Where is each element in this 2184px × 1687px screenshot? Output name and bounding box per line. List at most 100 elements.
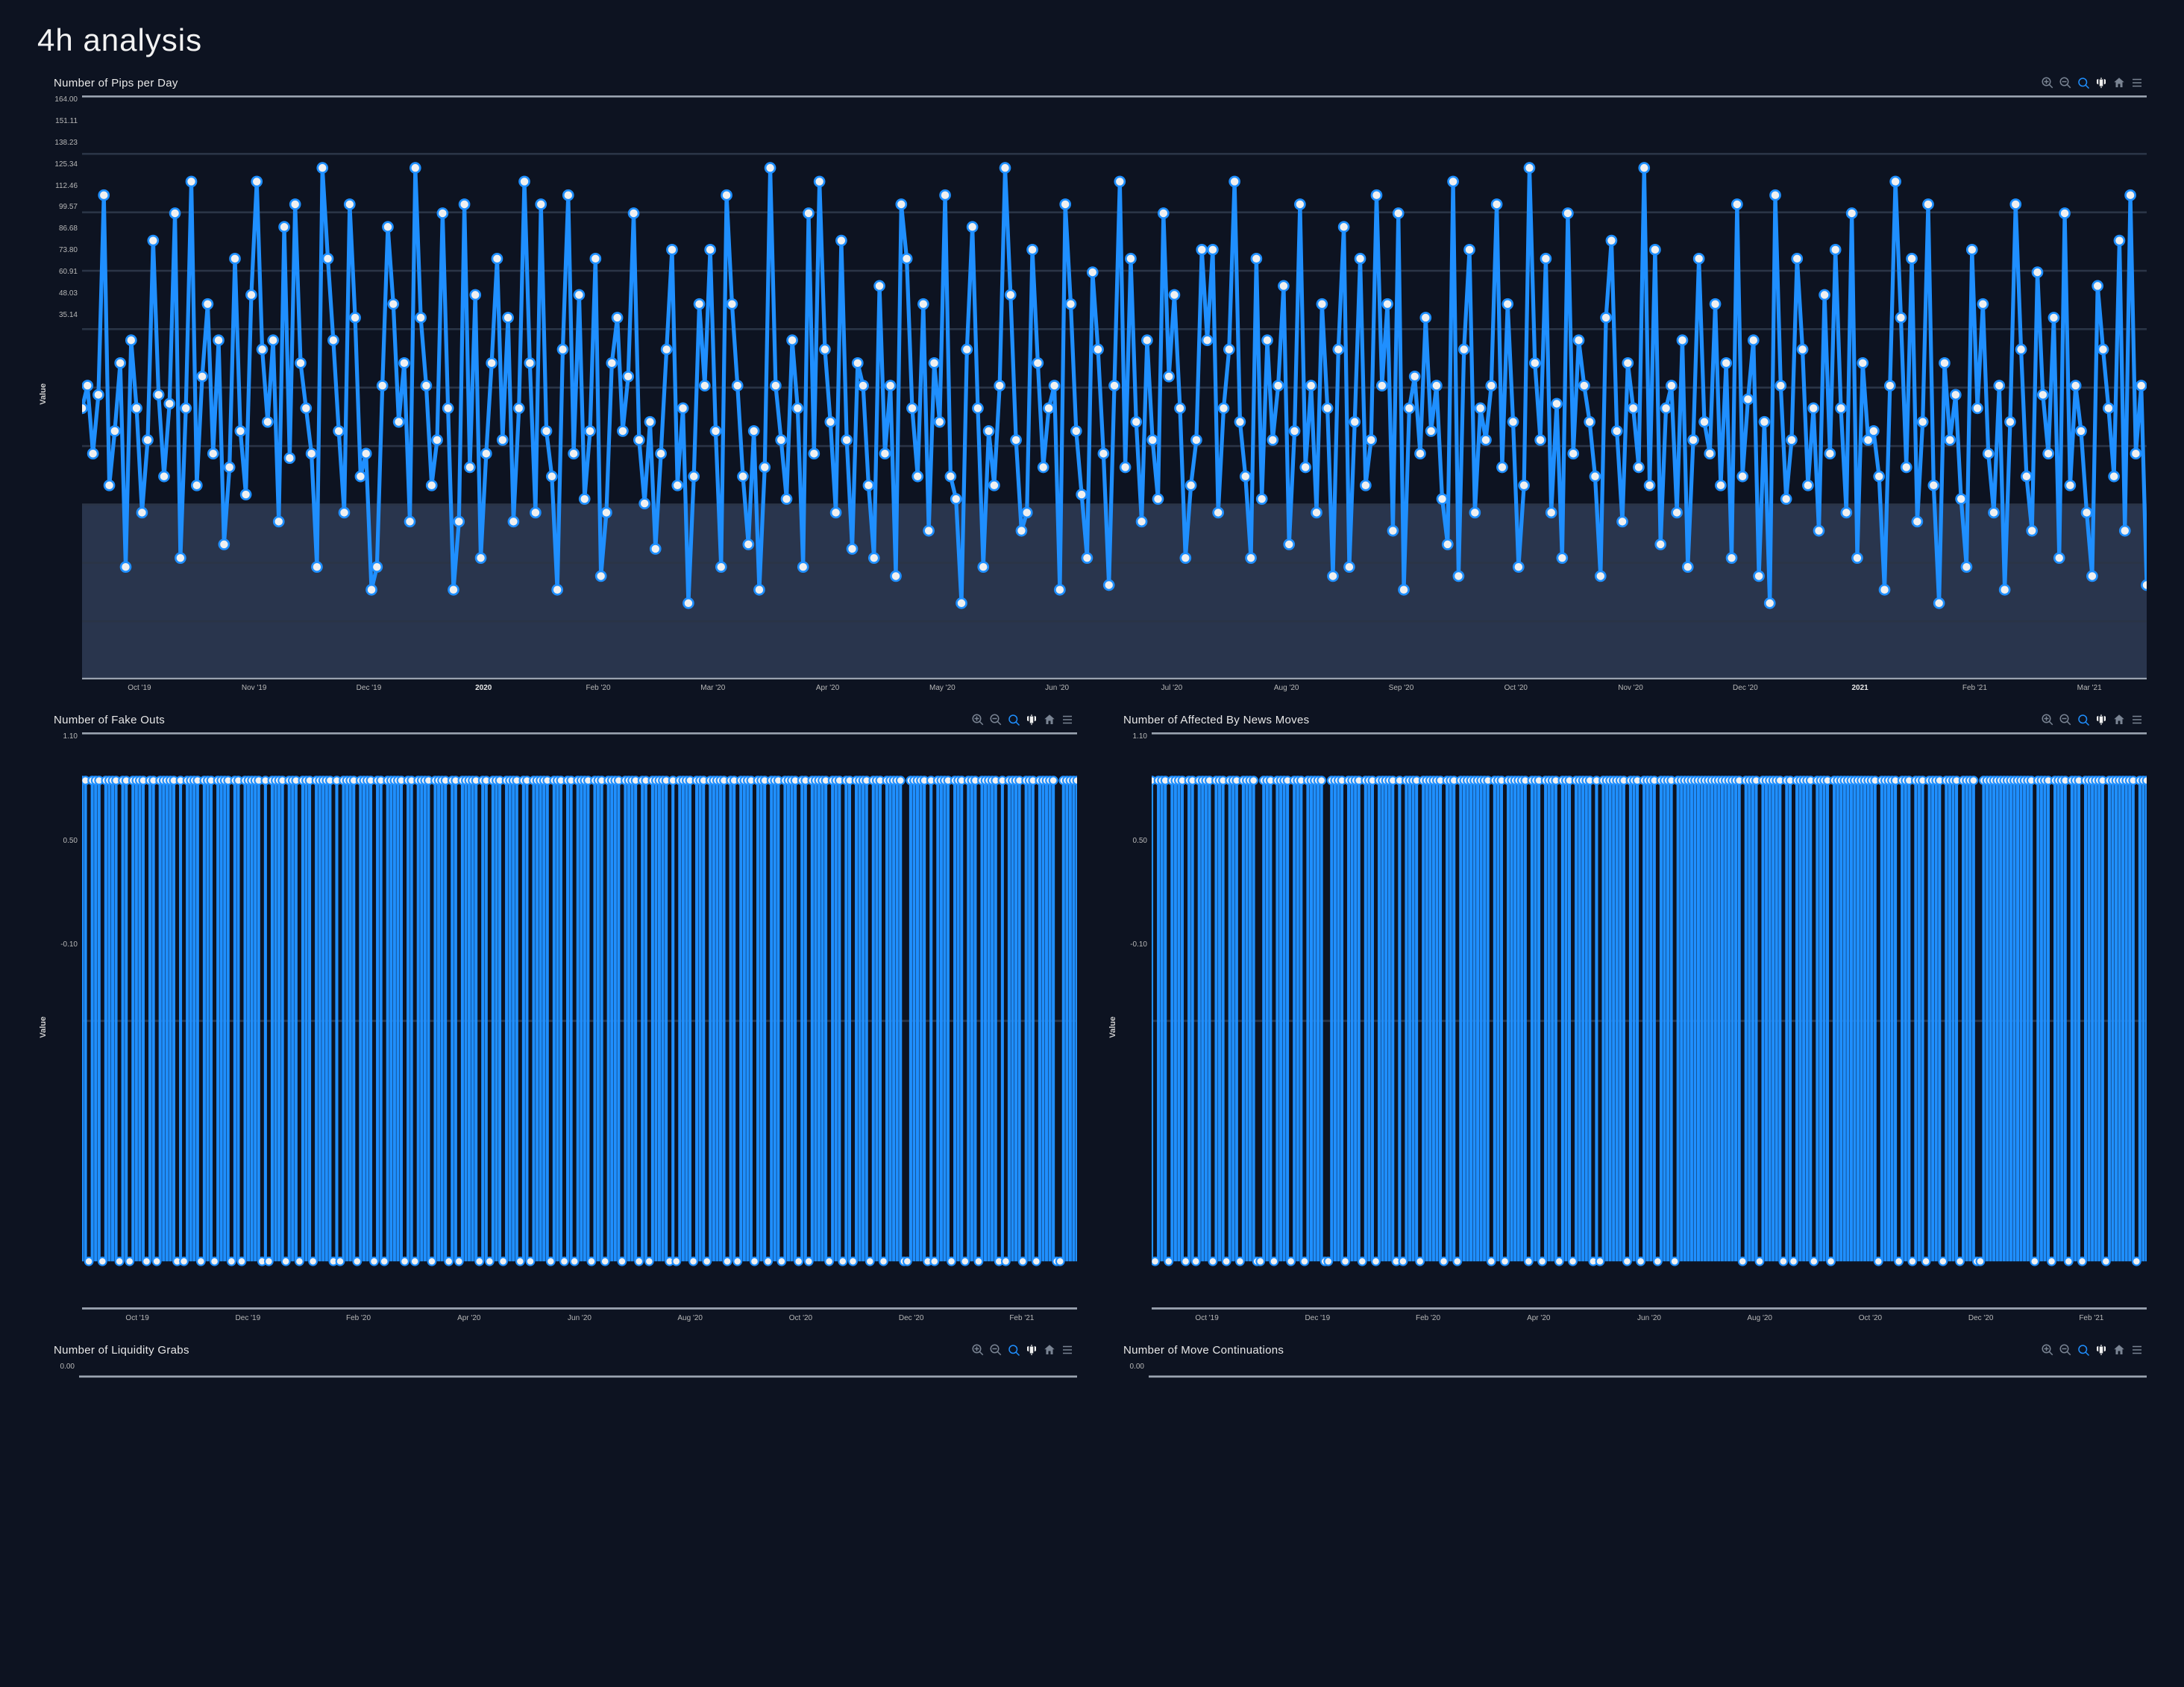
pan-icon[interactable] — [1025, 1343, 1038, 1357]
y-tick: 151.11 — [49, 117, 78, 125]
home-icon[interactable] — [2112, 713, 2126, 726]
plot-area[interactable] — [82, 732, 1077, 1310]
x-tick: Oct '19 — [82, 1314, 192, 1322]
menu-icon[interactable] — [1061, 1343, 1074, 1357]
zoom-out-icon[interactable] — [2059, 1343, 2072, 1357]
zoom-in-icon[interactable] — [2041, 1343, 2054, 1357]
menu-icon[interactable] — [2130, 1343, 2144, 1357]
pan-icon[interactable] — [2094, 76, 2108, 89]
chart-title: Number of Affected By News Moves — [1123, 714, 1309, 726]
y-tick: 0.50 — [1119, 837, 1147, 845]
plot-area[interactable] — [1149, 1363, 2147, 1390]
y-tick: -0.10 — [49, 940, 78, 949]
x-tick: Aug '20 — [635, 1314, 745, 1322]
x-tick: Apr '20 — [414, 1314, 524, 1322]
menu-icon[interactable] — [2130, 713, 2144, 726]
y-tick: -0.10 — [1119, 940, 1147, 949]
x-tick: 2020 — [426, 684, 541, 692]
chart-news-moves: Number of Affected By News Moves Value 1… — [1107, 713, 2147, 1322]
x-tick: Oct '20 — [1458, 684, 1573, 692]
home-icon[interactable] — [2112, 76, 2126, 89]
menu-icon[interactable] — [1061, 713, 1074, 726]
x-tick: Dec '19 — [1262, 1314, 1372, 1322]
y-tick: 1.10 — [49, 732, 78, 741]
chart-fake-outs: Number of Fake Outs Value 1.100.50-0.10 … — [37, 713, 1077, 1322]
y-tick: 1.10 — [1119, 732, 1147, 741]
y-ticks: 0.00 — [46, 1363, 79, 1373]
y-tick: 60.91 — [49, 268, 78, 276]
y-tick: 138.23 — [49, 139, 78, 147]
x-tick: Aug '20 — [1704, 1314, 1815, 1322]
x-tick: Aug '20 — [1229, 684, 1344, 692]
chart-toolbar — [2041, 1343, 2144, 1357]
x-tick: Feb '21 — [2036, 1314, 2147, 1322]
zoom-area-icon[interactable] — [1007, 713, 1020, 726]
x-ticks: Oct '19Dec '19Feb '20Apr '20Jun '20Aug '… — [82, 1314, 1077, 1322]
chart-pips-per-day: Number of Pips per Day Value 164.00151.1… — [37, 76, 2147, 692]
x-tick: Oct '20 — [745, 1314, 856, 1322]
x-tick: Apr '20 — [771, 684, 885, 692]
x-tick: Dec '20 — [1688, 684, 1803, 692]
pan-icon[interactable] — [2094, 1343, 2108, 1357]
x-tick: Apr '20 — [1484, 1314, 1594, 1322]
x-tick: Mar '21 — [2032, 684, 2147, 692]
y-axis-label: Value — [37, 383, 49, 405]
chart-toolbar — [2041, 76, 2144, 89]
y-tick: 73.80 — [49, 246, 78, 254]
chart-title: Number of Liquidity Grabs — [54, 1344, 189, 1357]
y-tick: 0.00 — [46, 1363, 75, 1371]
zoom-out-icon[interactable] — [989, 1343, 1002, 1357]
home-icon[interactable] — [1043, 713, 1056, 726]
x-tick: Feb '21 — [1918, 684, 2033, 692]
x-tick: 2021 — [1803, 684, 1918, 692]
chart-toolbar — [971, 1343, 1074, 1357]
plot-area[interactable] — [82, 95, 2147, 679]
home-icon[interactable] — [1043, 1343, 1056, 1357]
zoom-area-icon[interactable] — [2077, 713, 2090, 726]
zoom-in-icon[interactable] — [2041, 713, 2054, 726]
x-tick: Mar '20 — [656, 684, 771, 692]
x-tick: Jun '20 — [524, 1314, 635, 1322]
x-tick: Dec '20 — [1926, 1314, 2036, 1322]
y-tick: 0.50 — [49, 837, 78, 845]
x-tick: Feb '20 — [1372, 1314, 1483, 1322]
zoom-area-icon[interactable] — [1007, 1343, 1020, 1357]
x-tick: Feb '21 — [967, 1314, 1077, 1322]
y-tick: 125.34 — [49, 160, 78, 169]
zoom-area-icon[interactable] — [2077, 76, 2090, 89]
pan-icon[interactable] — [2094, 713, 2108, 726]
x-tick: Jun '20 — [1594, 1314, 1704, 1322]
zoom-out-icon[interactable] — [989, 713, 1002, 726]
chart-move-continuations: Number of Move Continuations 0.00 — [1107, 1343, 2147, 1390]
chart-title: Number of Fake Outs — [54, 714, 165, 726]
chart-toolbar — [971, 713, 1074, 726]
zoom-in-icon[interactable] — [971, 713, 985, 726]
x-tick: Sep '20 — [1344, 684, 1459, 692]
x-tick: Jun '20 — [1000, 684, 1114, 692]
x-tick: Feb '20 — [303, 1314, 413, 1322]
y-axis-label: Value — [1107, 1017, 1119, 1038]
x-tick: Oct '20 — [1815, 1314, 1925, 1322]
x-tick: Dec '19 — [192, 1314, 303, 1322]
plot-area[interactable] — [1152, 732, 2147, 1310]
y-ticks: 1.10 0.50 -0.10 — [49, 732, 82, 949]
y-tick: 86.68 — [49, 224, 78, 233]
x-tick: Nov '19 — [197, 684, 312, 692]
plot-area[interactable] — [79, 1363, 1077, 1390]
menu-icon[interactable] — [2130, 76, 2144, 89]
pan-icon[interactable] — [1025, 713, 1038, 726]
zoom-out-icon[interactable] — [2059, 713, 2072, 726]
chart-toolbar — [2041, 713, 2144, 726]
y-tick: 112.46 — [49, 182, 78, 190]
x-tick: Dec '19 — [312, 684, 427, 692]
chart-title: Number of Move Continuations — [1123, 1344, 1284, 1357]
zoom-in-icon[interactable] — [971, 1343, 985, 1357]
y-ticks: 0.00 — [1116, 1363, 1149, 1373]
x-tick: Nov '20 — [1573, 684, 1688, 692]
x-tick: Oct '19 — [82, 684, 197, 692]
zoom-area-icon[interactable] — [2077, 1343, 2090, 1357]
zoom-in-icon[interactable] — [2041, 76, 2054, 89]
zoom-out-icon[interactable] — [2059, 76, 2072, 89]
y-tick: 99.57 — [49, 203, 78, 211]
home-icon[interactable] — [2112, 1343, 2126, 1357]
